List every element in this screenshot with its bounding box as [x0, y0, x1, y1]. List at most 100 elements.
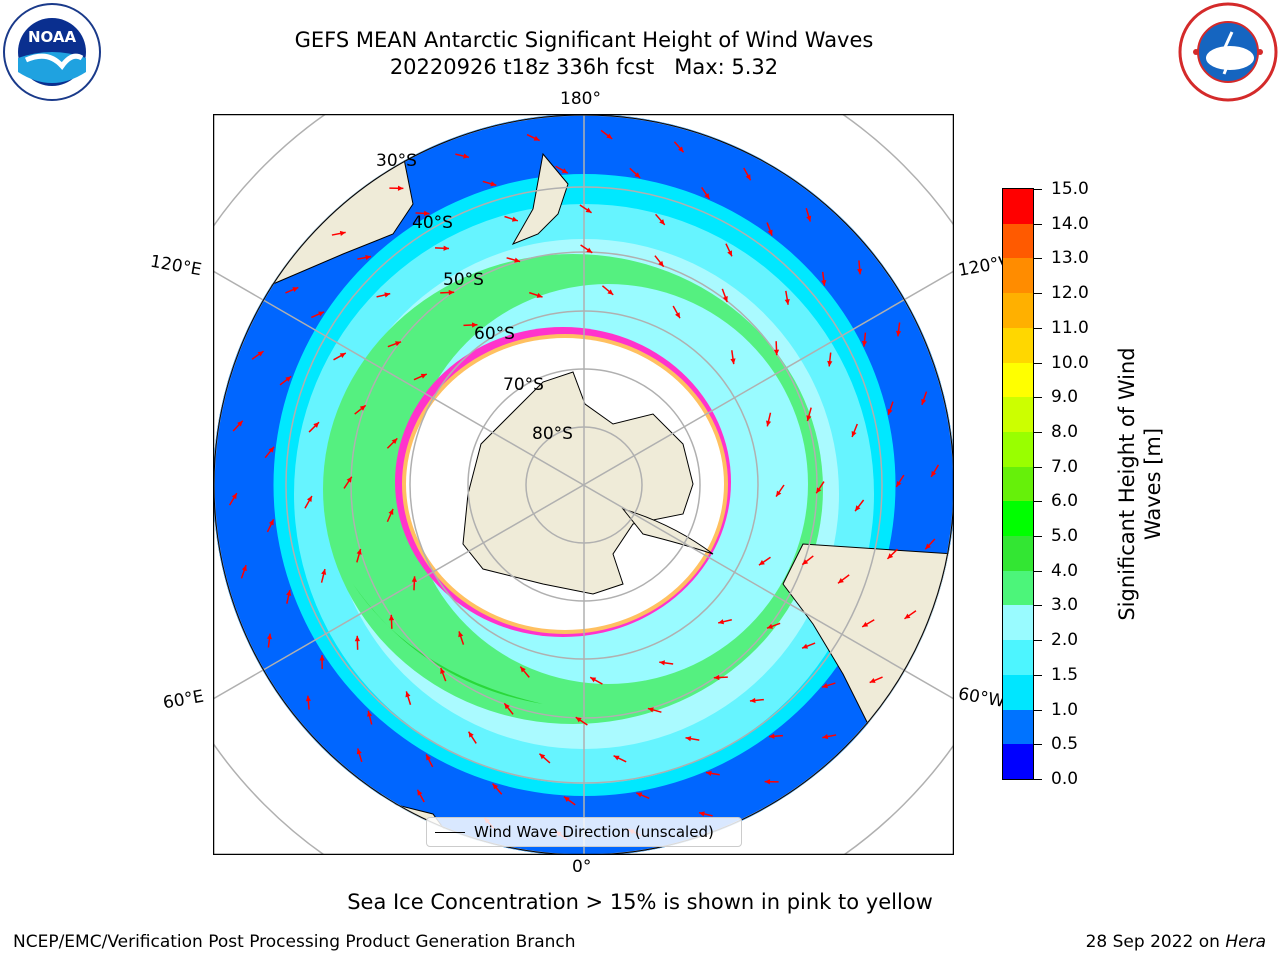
wind-arrow-head: [511, 216, 518, 222]
wind-arrow-head: [492, 783, 499, 790]
wind-arrow-head: [286, 590, 292, 596]
wind-arrow-head: [802, 559, 809, 565]
wind-arrow-head: [647, 707, 654, 713]
colorbar-tick-mark: [1034, 605, 1042, 607]
colorbar-segment: [1003, 709, 1033, 745]
wind-arrow-head: [821, 280, 827, 286]
wind-arrow-head: [887, 408, 893, 415]
colorbar-segment: [1003, 501, 1033, 537]
wind-arrow-head: [857, 268, 863, 275]
wind-arrow-head: [607, 289, 614, 295]
svg-text:NOAA: NOAA: [28, 28, 77, 46]
colorbar-tick-label: 12.0: [1051, 283, 1089, 304]
polar-map: [213, 114, 954, 855]
wind-arrow-head: [765, 420, 772, 427]
colorbar-tick-mark: [1034, 223, 1042, 225]
colorbar-tick-label: 11.0: [1051, 317, 1089, 338]
wind-arrow-head: [563, 796, 570, 802]
colorbar-segment: [1003, 258, 1033, 294]
wind-arrow-head: [539, 753, 546, 760]
wind-arrow-head: [420, 373, 427, 379]
footer-machine: Hera: [1225, 932, 1266, 952]
footer-date: 28 Sep 2022 on Hera: [1086, 932, 1266, 952]
colorbar-tick-label: 6.0: [1051, 491, 1079, 512]
wind-arrow-head: [305, 695, 311, 702]
wind-arrow-head: [318, 311, 325, 317]
wind-arrow-head: [685, 736, 692, 742]
sea-ice-caption: Sea Ice Concentration > 15% is shown in …: [347, 890, 933, 914]
wind-arrow-head: [292, 287, 299, 292]
wind-arrow-head: [520, 666, 526, 673]
colorbar-tick-mark: [1034, 779, 1042, 780]
map-legend: Wind Wave Direction (unscaled): [426, 817, 742, 847]
colorbar-tick-label: 15.0: [1051, 179, 1089, 199]
wind-arrow-head: [634, 172, 641, 178]
wind-arrow-head: [367, 710, 373, 717]
wind-arrow-head: [397, 185, 404, 191]
colorbar-tick-label: 13.0: [1051, 248, 1089, 269]
wind-arrow-head: [816, 487, 822, 494]
wind-arrow-head: [713, 674, 720, 681]
new-zealand: [511, 152, 569, 245]
lon-label-60w: 60°W: [956, 684, 1007, 712]
wind-arrow-head: [749, 697, 756, 704]
lat-label-60s: 60°S: [474, 324, 515, 344]
noaa-logo: NOAA: [3, 3, 101, 101]
wind-arrow-head: [730, 358, 736, 365]
wind-arrow-head: [356, 748, 362, 755]
wind-arrow-head: [705, 770, 712, 776]
wind-arrow-head: [268, 519, 274, 526]
wind-arrow-head: [268, 446, 275, 453]
colorbar-segment: [1003, 605, 1033, 641]
wind-arrow-head: [767, 229, 773, 236]
colorbar-segment: [1003, 466, 1033, 502]
lat-label-40s: 40°S: [412, 213, 453, 233]
wind-arrow-head: [426, 754, 431, 761]
wind-arrow-head: [822, 683, 828, 689]
colorbar-tick-label: 9.0: [1051, 387, 1079, 408]
wind-arrow-head: [458, 631, 464, 638]
colorbar-segment: [1003, 293, 1033, 328]
wind-arrow-head: [440, 668, 446, 674]
wind-arrow-head: [727, 250, 732, 257]
colorbar-segment: [1003, 570, 1033, 606]
wind-arrow-head: [773, 349, 780, 356]
wind-wave-arrows: [228, 129, 940, 841]
wind-arrow-head: [767, 623, 773, 629]
wind-arrow-head: [862, 621, 869, 627]
wind-arrow-head: [384, 292, 391, 298]
wind-arrow-head: [586, 247, 593, 253]
colorbar: [1002, 188, 1034, 780]
colorbar-tick-mark: [1034, 570, 1042, 572]
wind-arrow-head: [590, 677, 597, 683]
colorbar-tick-label: 8.0: [1051, 421, 1079, 442]
wind-arrow-head: [758, 559, 765, 566]
wind-arrow-head: [895, 330, 902, 337]
colorbar-tick-mark: [1034, 189, 1042, 190]
colorbar-tick-label: 1.5: [1051, 664, 1079, 685]
colorbar-tick-mark: [1034, 327, 1042, 329]
wind-arrow-head: [837, 577, 844, 584]
lat-label-70s: 70°S: [503, 375, 544, 395]
wind-arrow-head: [768, 733, 775, 739]
footer-date-text: 28 Sep 2022 on: [1085, 932, 1220, 952]
colorbar-tick-mark: [1034, 709, 1042, 711]
footer-credit: NCEP/EMC/Verification Post Processing Pr…: [13, 932, 576, 952]
wind-arrow-head: [346, 476, 352, 483]
colorbar-segment: [1003, 327, 1033, 363]
wind-arrow-head: [321, 569, 327, 575]
colorbar-tick-label: 7.0: [1051, 456, 1079, 477]
wind-arrow-head: [704, 193, 710, 200]
wind-arrow-head: [443, 245, 450, 251]
wind-arrow-head: [585, 207, 592, 213]
wind-arrow-head: [745, 174, 751, 181]
wind-arrow-head: [606, 133, 613, 139]
wind-arrow-head: [405, 691, 411, 698]
wind-arrow-head: [423, 210, 430, 216]
wind-arrow-head: [658, 260, 664, 267]
wind-arrow-head: [468, 731, 474, 738]
wind-arrow-head: [802, 643, 809, 649]
colorbar-tick-mark: [1034, 397, 1042, 399]
colorbar-segment: [1003, 223, 1033, 259]
wind-arrow-head: [514, 257, 521, 263]
